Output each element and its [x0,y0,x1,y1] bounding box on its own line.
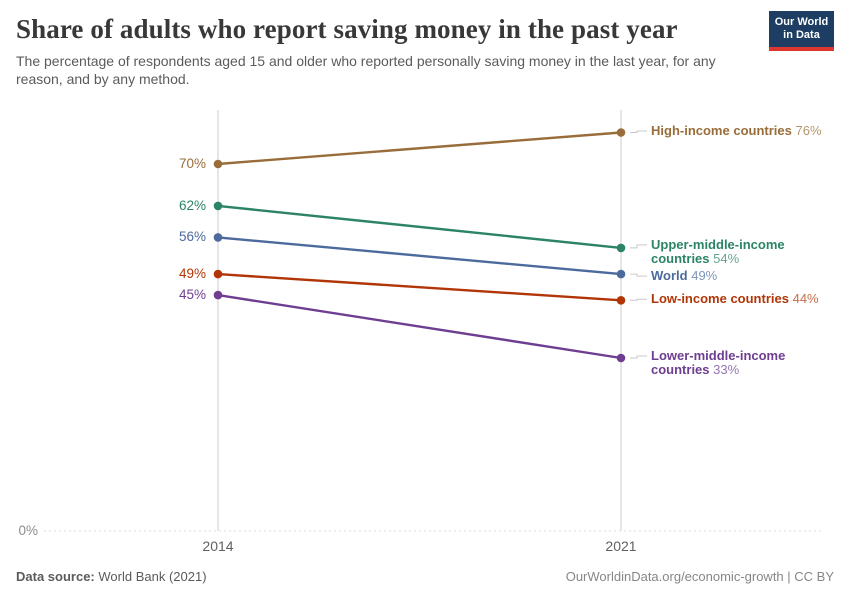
series-name-lower-middle-income-countries: Lower-middle-income countries [651,348,786,377]
series-end-value-lower-middle-income-countries: 33% [713,362,740,377]
label-connector-world [630,273,647,277]
credit-link[interactable]: OurWorldinData.org/economic-growth | CC … [565,569,834,584]
series-label-upper-middle-income-countries[interactable]: Upper-middle-income countries 54% [651,236,803,266]
series-line-lower-middle-income-countries[interactable] [217,293,622,360]
y-axis-zero-label: 0% [18,523,38,538]
series-name-low-income-countries: Low-income countries [651,291,789,307]
series-end-value-upper-middle-income-countries: 54% [713,250,740,266]
x-tick-2021: 2021 [605,538,637,554]
series-label-lower-middle-income-countries[interactable]: Lower-middle-income countries 33% [651,349,803,377]
series-dot-start-high-income-countries[interactable] [213,159,223,169]
data-source-label: Data source: [16,569,95,584]
data-source: Data source: World Bank (2021) [16,569,207,584]
series-dot-start-low-income-countries[interactable] [213,269,223,279]
chart-subtitle: The percentage of respondents aged 15 an… [16,53,716,87]
series-name-upper-middle-income-countries: Upper-middle-income countries [651,236,785,266]
series-line-world[interactable] [217,236,622,276]
series-start-value-lower-middle-income-countries: 45% [178,287,206,303]
series-label-high-income-countries[interactable]: High-income countries 76% [651,124,822,138]
series-dot-end-lower-middle-income-countries[interactable] [616,353,626,363]
data-source-value: World Bank (2021) [98,569,207,584]
x-tick-2014: 2014 [202,538,234,554]
series-dot-end-high-income-countries[interactable] [616,128,626,137]
owid-logo-line1: Our World [774,16,829,28]
page-title: Share of adults who report saving money … [16,14,678,44]
series-start-value-upper-middle-income-countries: 62% [178,197,206,213]
series-dot-end-world[interactable] [616,269,626,279]
label-connector-upper-middle-income-countries [630,244,647,249]
series-dot-start-world[interactable] [213,233,223,242]
series-start-value-world: 56% [178,229,206,245]
series-line-low-income-countries[interactable] [217,272,622,302]
owid-logo-accent-bar [769,47,834,51]
series-dot-end-low-income-countries[interactable] [616,296,626,305]
series-line-high-income-countries[interactable] [217,131,622,166]
series-dot-start-upper-middle-income-countries[interactable] [213,201,223,211]
series-start-value-low-income-countries: 49% [178,266,206,282]
series-start-value-high-income-countries: 70% [178,156,206,171]
label-connector-lower-middle-income-countries [630,355,647,359]
series-layer [213,128,647,363]
series-dot-start-lower-middle-income-countries[interactable] [213,290,223,300]
series-name-high-income-countries: High-income countries [651,123,792,138]
series-line-upper-middle-income-countries[interactable] [217,204,622,250]
label-connector-high-income-countries [630,130,647,133]
owid-logo[interactable]: Our World in Data [769,11,834,52]
series-label-low-income-countries[interactable]: Low-income countries 44% [651,292,819,306]
series-label-world[interactable]: World 49% [651,269,717,283]
series-dot-end-upper-middle-income-countries[interactable] [616,243,626,253]
owid-logo-line2: in Data [783,29,820,41]
owid-logo-box: Our World in Data [769,11,834,47]
series-end-value-low-income-countries: 44% [792,291,819,307]
series-end-value-high-income-countries: 76% [795,123,822,138]
series-name-world: World [651,268,688,284]
series-end-value-world: 49% [691,268,718,284]
label-connector-low-income-countries [630,298,647,301]
